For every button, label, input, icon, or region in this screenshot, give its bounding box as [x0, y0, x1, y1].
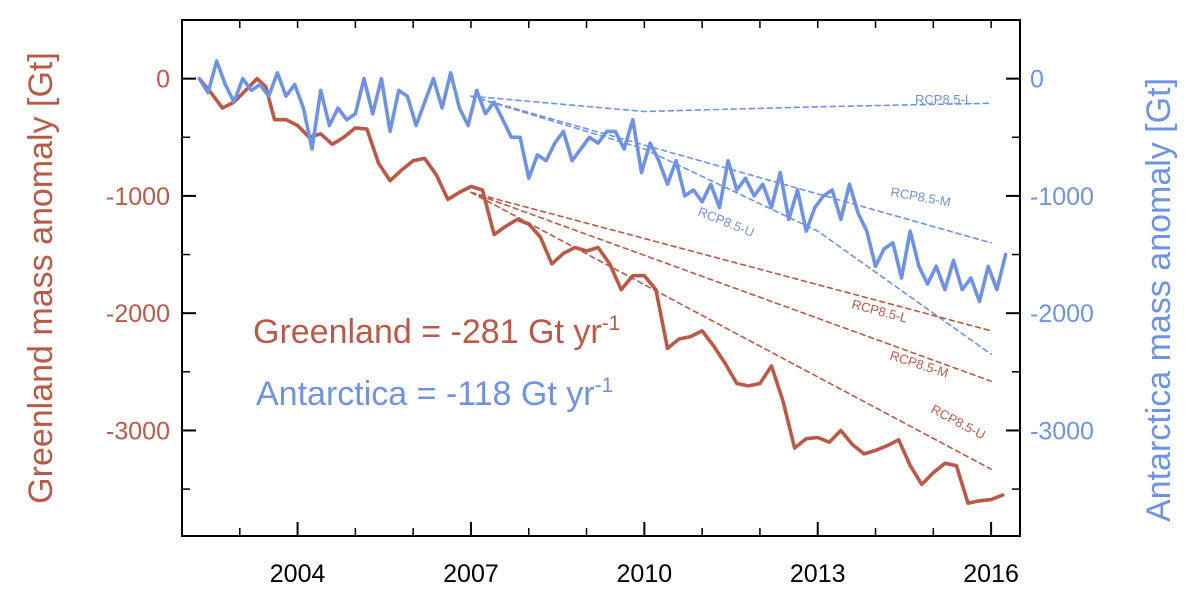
antarctica-rate-text: Antarctica = -118 Gt yr [256, 375, 595, 413]
y-right-tick-label: 0 [1030, 66, 1044, 94]
gre-rcp85-m-label: RCP8.5-M [888, 348, 950, 381]
scenario-line-antarctica-rcp8-5-u [470, 95, 992, 356]
scenario-line-greenland-rcp8-5-l [470, 191, 992, 332]
ant-rcp85-l-label: RCP8.5-L [915, 92, 972, 107]
x-tick-label: 2013 [790, 560, 846, 588]
series-line-greenland-greenland [197, 76, 1005, 506]
greenland-rate-annotation: Greenland = -281 Gt yr-1 [253, 312, 620, 351]
x-tick-label: 2004 [270, 560, 326, 588]
x-tick-label: 2010 [617, 560, 673, 588]
axis-ticks: 2004 2007 2010 2013 2016 0 -1000 -2000 -3000 0 -10… [106, 19, 1094, 588]
ant-rcp85-m-label: RCP8.5-M [889, 184, 951, 209]
y-right-tick-label: -2000 [1030, 300, 1094, 328]
scenario-line-greenland-rcp8-5-m [470, 191, 992, 383]
series-line-antarctica-antarctica [197, 59, 1008, 304]
antarctica-rate-annotation: Antarctica = -118 Gt yr-1 [256, 374, 613, 413]
gre-rcp85-u-label: RCP8.5-U [929, 401, 988, 442]
plot-frame [181, 19, 1021, 537]
y-left-tick-label: -2000 [106, 300, 170, 328]
ant-rcp85-u-label: RCP8.5-U [696, 204, 757, 240]
greenland-rate-text: Greenland = -281 Gt yr [253, 313, 602, 351]
antarctica-rate-sup: -1 [595, 374, 614, 397]
scenario-lines [470, 95, 992, 471]
y-left-tick-label: 0 [156, 66, 170, 94]
right-axis-title: Antarctica mass anomaly [Gt] [1140, 78, 1178, 522]
left-axis-title: Greenland mass anomaly [Gt] [22, 52, 60, 504]
scenario-line-antarctica-rcp8-5-l [470, 95, 992, 113]
y-left-tick-label: -3000 [106, 417, 170, 445]
y-left-tick-label: -1000 [106, 183, 170, 211]
scenario-line-greenland-rcp8-5-u [470, 191, 992, 471]
data-series [197, 59, 1008, 506]
y-right-tick-label: -1000 [1030, 183, 1094, 211]
greenland-rate-sup: -1 [602, 312, 621, 335]
y-right-tick-label: -3000 [1030, 417, 1094, 445]
x-tick-label: 2007 [443, 560, 499, 588]
x-tick-label: 2016 [963, 560, 1019, 588]
